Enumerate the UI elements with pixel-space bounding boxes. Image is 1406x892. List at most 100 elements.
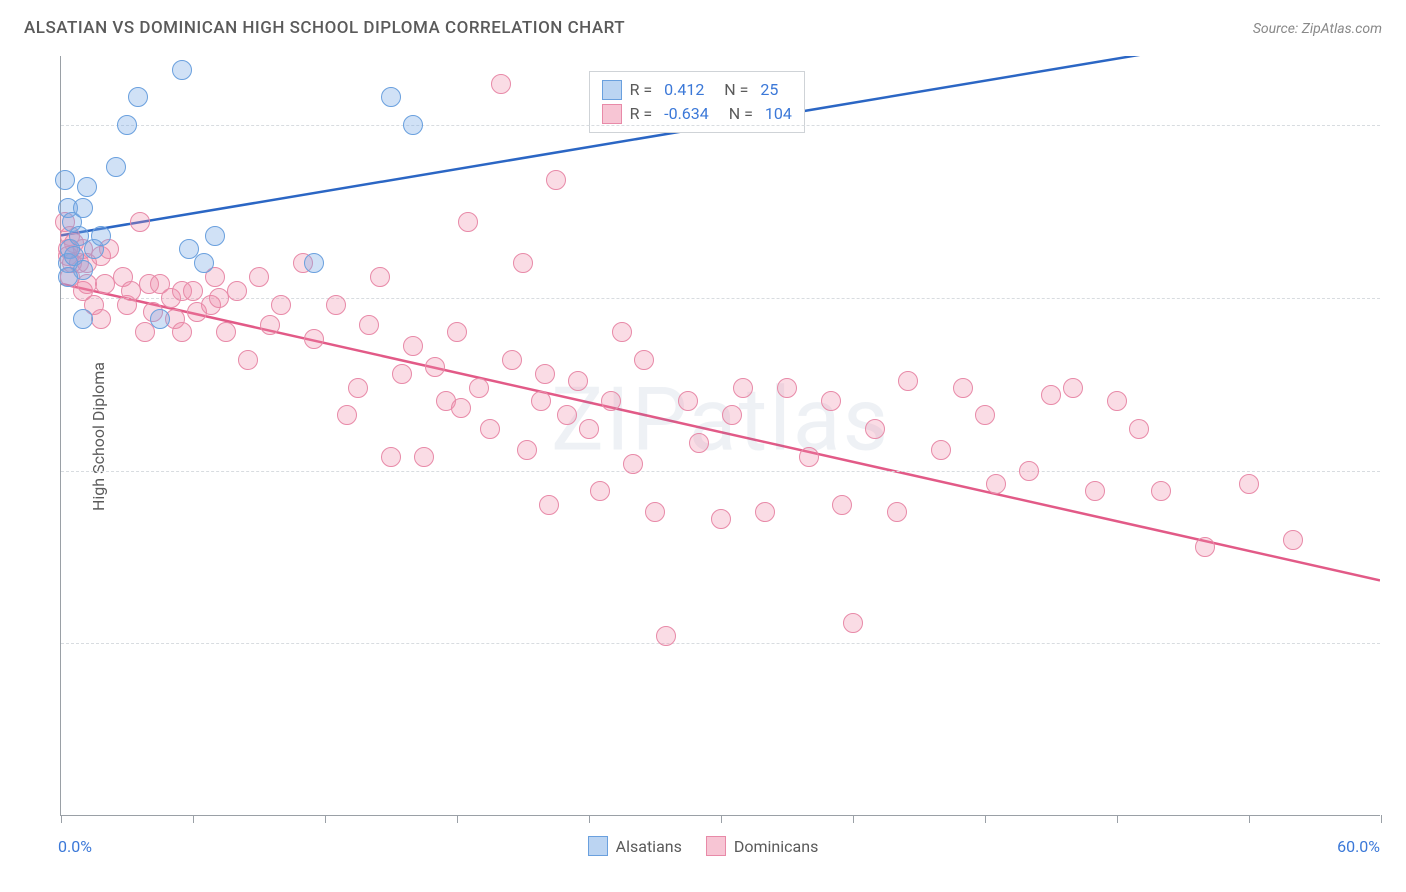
x-tick bbox=[457, 815, 458, 823]
scatter-point-dominicans bbox=[1107, 391, 1127, 411]
scatter-point-dominicans bbox=[645, 502, 665, 522]
plot-area: ZIPatlas R = 0.412 N = 25R = -0.634 N = … bbox=[60, 56, 1380, 816]
correlation-box: R = 0.412 N = 25R = -0.634 N = 104 bbox=[589, 71, 805, 133]
scatter-point-dominicans bbox=[447, 322, 467, 342]
scatter-point-dominicans bbox=[304, 329, 324, 349]
scatter-point-dominicans bbox=[678, 391, 698, 411]
legend-swatch bbox=[602, 80, 622, 100]
chart-title: ALSATIAN VS DOMINICAN HIGH SCHOOL DIPLOM… bbox=[24, 18, 625, 38]
scatter-point-dominicans bbox=[414, 447, 434, 467]
x-tick bbox=[61, 815, 62, 823]
scatter-point-alsatians bbox=[304, 253, 324, 273]
scatter-point-dominicans bbox=[1019, 461, 1039, 481]
legend: Alsatians Dominicans bbox=[0, 836, 1406, 856]
scatter-point-dominicans bbox=[135, 322, 155, 342]
x-tick bbox=[1249, 815, 1250, 823]
scatter-point-dominicans bbox=[865, 419, 885, 439]
legend-item: Dominicans bbox=[706, 836, 818, 856]
scatter-point-dominicans bbox=[843, 613, 863, 633]
x-tick bbox=[193, 815, 194, 823]
scatter-point-dominicans bbox=[590, 481, 610, 501]
legend-item: Alsatians bbox=[588, 836, 682, 856]
scatter-point-alsatians bbox=[91, 226, 111, 246]
x-tick bbox=[589, 815, 590, 823]
x-tick bbox=[1381, 815, 1382, 823]
scatter-point-dominicans bbox=[755, 502, 775, 522]
legend-label: Dominicans bbox=[734, 837, 818, 856]
scatter-point-dominicans bbox=[1239, 474, 1259, 494]
gridline bbox=[61, 298, 1380, 299]
scatter-point-dominicans bbox=[502, 350, 522, 370]
correlation-row: R = 0.412 N = 25 bbox=[602, 78, 792, 102]
scatter-point-dominicans bbox=[832, 495, 852, 515]
scatter-point-dominicans bbox=[535, 364, 555, 384]
scatter-point-dominicans bbox=[517, 440, 537, 460]
chart-source: Source: ZipAtlas.com bbox=[1253, 21, 1382, 37]
scatter-point-dominicans bbox=[370, 267, 390, 287]
scatter-point-dominicans bbox=[513, 253, 533, 273]
scatter-point-alsatians bbox=[403, 115, 423, 135]
scatter-point-dominicans bbox=[612, 322, 632, 342]
scatter-point-dominicans bbox=[359, 315, 379, 335]
scatter-point-dominicans bbox=[216, 322, 236, 342]
scatter-point-dominicans bbox=[392, 364, 412, 384]
scatter-point-dominicans bbox=[656, 626, 676, 646]
r-label: R = bbox=[630, 78, 657, 102]
scatter-point-dominicans bbox=[634, 350, 654, 370]
scatter-point-alsatians bbox=[73, 309, 93, 329]
scatter-point-dominicans bbox=[546, 170, 566, 190]
n-label: N = bbox=[717, 102, 757, 126]
scatter-point-alsatians bbox=[381, 87, 401, 107]
scatter-point-dominicans bbox=[249, 267, 269, 287]
scatter-point-dominicans bbox=[403, 336, 423, 356]
scatter-point-dominicans bbox=[722, 405, 742, 425]
watermark: ZIPatlas bbox=[551, 369, 890, 472]
scatter-point-dominicans bbox=[898, 371, 918, 391]
y-tick-label: 62.5% bbox=[1390, 634, 1406, 653]
r-value: -0.634 bbox=[664, 102, 709, 126]
scatter-point-dominicans bbox=[425, 357, 445, 377]
scatter-point-dominicans bbox=[469, 378, 489, 398]
scatter-point-dominicans bbox=[480, 419, 500, 439]
scatter-point-dominicans bbox=[1195, 537, 1215, 557]
scatter-point-dominicans bbox=[579, 419, 599, 439]
scatter-point-dominicans bbox=[1129, 419, 1149, 439]
scatter-point-dominicans bbox=[491, 74, 511, 94]
scatter-point-dominicans bbox=[733, 378, 753, 398]
x-tick bbox=[1117, 815, 1118, 823]
gridline bbox=[61, 643, 1380, 644]
scatter-point-dominicans bbox=[348, 378, 368, 398]
legend-swatch bbox=[588, 836, 608, 856]
n-value: 25 bbox=[760, 78, 778, 102]
x-tick bbox=[985, 815, 986, 823]
scatter-point-dominicans bbox=[689, 433, 709, 453]
scatter-point-dominicans bbox=[238, 350, 258, 370]
scatter-point-dominicans bbox=[821, 391, 841, 411]
scatter-point-alsatians bbox=[128, 87, 148, 107]
scatter-point-alsatians bbox=[194, 253, 214, 273]
legend-swatch bbox=[602, 104, 622, 124]
scatter-point-dominicans bbox=[777, 378, 797, 398]
r-label: R = bbox=[630, 102, 657, 126]
scatter-point-alsatians bbox=[106, 157, 126, 177]
scatter-point-dominicans bbox=[557, 405, 577, 425]
scatter-point-dominicans bbox=[381, 447, 401, 467]
x-tick bbox=[325, 815, 326, 823]
gridline bbox=[61, 471, 1380, 472]
scatter-point-dominicans bbox=[1085, 481, 1105, 501]
scatter-point-dominicans bbox=[1151, 481, 1171, 501]
scatter-point-dominicans bbox=[271, 295, 291, 315]
scatter-point-dominicans bbox=[130, 212, 150, 232]
scatter-point-dominicans bbox=[451, 398, 471, 418]
scatter-point-dominicans bbox=[568, 371, 588, 391]
y-tick-label: 75.0% bbox=[1390, 461, 1406, 480]
n-label: N = bbox=[712, 78, 752, 102]
correlation-row: R = -0.634 N = 104 bbox=[602, 102, 792, 126]
scatter-point-alsatians bbox=[205, 226, 225, 246]
legend-swatch bbox=[706, 836, 726, 856]
scatter-point-dominicans bbox=[887, 502, 907, 522]
scatter-point-dominicans bbox=[172, 322, 192, 342]
scatter-point-dominicans bbox=[1041, 385, 1061, 405]
scatter-point-dominicans bbox=[953, 378, 973, 398]
scatter-point-dominicans bbox=[539, 495, 559, 515]
